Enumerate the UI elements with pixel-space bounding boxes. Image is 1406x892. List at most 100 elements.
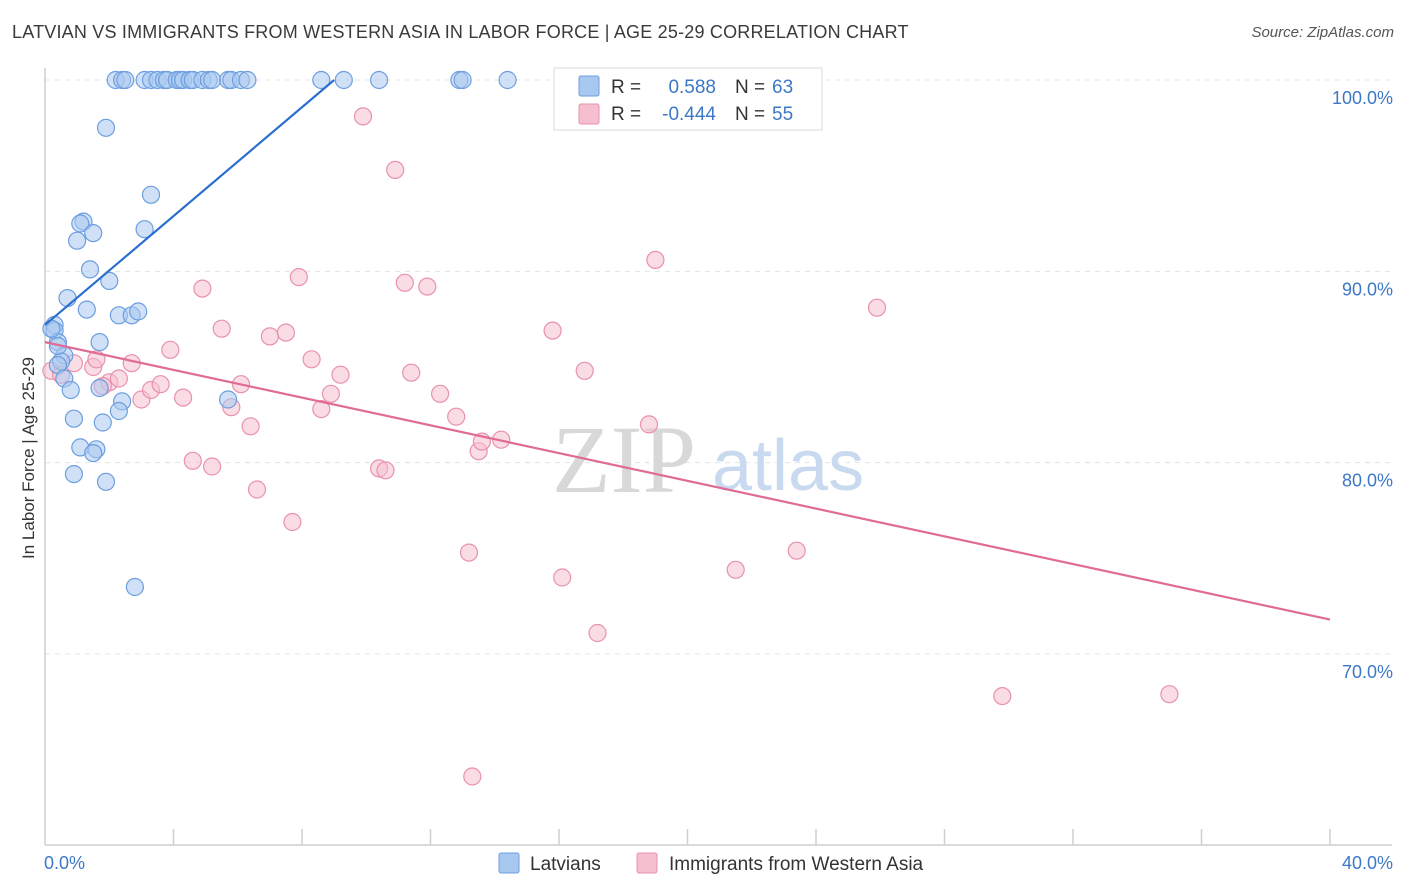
- legend-r-value-1: 0.588: [668, 77, 716, 98]
- legend-r-label-2: R =: [611, 104, 641, 125]
- latvian-point: [219, 390, 238, 409]
- latvian-point: [453, 70, 472, 90]
- western-asia-point: [402, 363, 421, 382]
- latvian-point: [90, 333, 109, 352]
- x-tick-label-max: 40.0%: [1342, 853, 1393, 873]
- western-asia-point: [321, 384, 340, 403]
- western-asia-point: [241, 417, 260, 436]
- legend-r-label-1: R =: [611, 77, 641, 98]
- western-asia-point: [161, 340, 180, 359]
- bottom-legend-swatch-latvians: [498, 852, 520, 874]
- legend-n-value-2: 55: [772, 104, 793, 125]
- western-asia-point: [331, 365, 350, 384]
- latvian-point: [58, 289, 77, 308]
- latvian-point: [498, 70, 517, 90]
- western-asia-point: [787, 541, 806, 560]
- legend-n-label-2: N =: [735, 104, 765, 125]
- latvian-point: [125, 577, 144, 597]
- western-asia-point: [646, 250, 665, 269]
- latvian-point: [67, 231, 87, 250]
- latvian-point: [141, 185, 161, 204]
- western-asia-point: [283, 512, 302, 532]
- latvian-point: [61, 380, 80, 400]
- western-asia-point: [553, 568, 572, 587]
- series-legend: Latvians Immigrants from Western Asia: [498, 852, 924, 875]
- western-asia-point: [353, 107, 373, 126]
- chart-source: Source: ZipAtlas.com: [1251, 24, 1394, 41]
- western-asia-point: [447, 407, 466, 426]
- bottom-legend-swatch-western-asia: [636, 852, 658, 874]
- western-asia-point: [151, 375, 170, 394]
- latvian-point: [312, 70, 331, 90]
- western-asia-point: [418, 277, 437, 296]
- western-asia-point: [395, 273, 414, 292]
- y-tick-label: 70.0%: [1342, 662, 1393, 682]
- trend-line-latvians: [44, 79, 335, 326]
- latvian-point: [96, 472, 116, 491]
- latvian-point: [370, 70, 389, 90]
- western-asia-point: [993, 686, 1012, 706]
- legend-swatch-western-asia: [578, 103, 600, 125]
- bottom-legend-label-western-asia: Immigrants from Western Asia: [669, 854, 924, 875]
- latvian-point: [71, 214, 90, 233]
- western-asia-point: [1160, 685, 1179, 704]
- western-asia-point: [639, 415, 659, 434]
- western-asia-point: [588, 623, 607, 643]
- trend-line-western-asia: [44, 341, 1331, 621]
- bottom-legend-label-latvians: Latvians: [530, 854, 601, 875]
- western-asia-point: [302, 350, 321, 369]
- western-asia-point: [459, 543, 479, 562]
- western-asia-point: [193, 279, 212, 298]
- y-axis-title: In Labor Force | Age 25-29: [19, 357, 38, 559]
- western-asia-point: [260, 327, 279, 346]
- western-asia-point: [376, 461, 395, 480]
- watermark-zip: ZIP: [552, 406, 696, 513]
- western-asia-point: [174, 388, 193, 407]
- y-tick-label: 80.0%: [1342, 471, 1393, 491]
- latvian-point: [109, 401, 129, 421]
- western-asia-point: [203, 457, 222, 476]
- series-latvians-points: [42, 70, 517, 597]
- chart-title: LATVIAN VS IMMIGRANTS FROM WESTERN ASIA …: [12, 22, 909, 42]
- western-asia-point: [312, 400, 331, 419]
- latvian-point: [203, 70, 222, 90]
- latvian-point: [90, 378, 109, 398]
- stats-legend: R = 0.588 N = 63 R = -0.444 N = 55: [553, 67, 823, 131]
- western-asia-point: [726, 560, 745, 579]
- latvian-point: [64, 409, 84, 428]
- latvian-point: [93, 413, 112, 432]
- western-asia-point: [247, 480, 267, 499]
- legend-n-label-1: N =: [735, 77, 765, 98]
- western-asia-point: [289, 268, 308, 287]
- latvian-point: [116, 70, 135, 90]
- legend-swatch-latvians: [578, 75, 600, 97]
- western-asia-point: [463, 767, 482, 786]
- watermark-atlas: atlas: [712, 426, 864, 506]
- western-asia-point: [212, 319, 231, 338]
- gridlines: [45, 79, 1392, 655]
- latvian-point: [84, 224, 103, 243]
- legend-n-value-1: 63: [772, 77, 793, 98]
- latvian-point: [334, 70, 353, 90]
- latvian-point: [77, 300, 96, 319]
- latvian-point: [238, 70, 257, 90]
- western-asia-point: [183, 451, 202, 470]
- western-asia-point: [867, 298, 887, 317]
- latvian-point: [64, 465, 84, 484]
- y-tick-labels: 70.0% 80.0% 90.0% 100.0%: [1332, 88, 1393, 682]
- latvian-point: [80, 260, 100, 279]
- western-asia-point: [386, 160, 405, 179]
- western-asia-point: [431, 384, 450, 403]
- western-asia-point: [575, 361, 594, 380]
- western-asia-point: [276, 323, 295, 342]
- y-tick-label: 90.0%: [1342, 279, 1393, 299]
- legend-r-value-2: -0.444: [662, 104, 716, 125]
- trend-lines: [44, 79, 1331, 621]
- x-tick-label-min: 0.0%: [44, 853, 85, 873]
- latvian-point: [84, 444, 103, 463]
- latvian-point: [100, 271, 119, 290]
- latvian-point: [135, 220, 154, 239]
- axes: [44, 68, 1392, 846]
- western-asia-point: [543, 321, 562, 340]
